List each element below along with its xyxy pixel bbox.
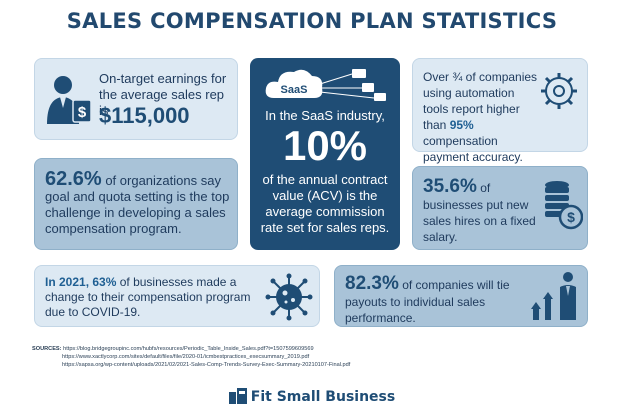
card-saas-lead: In the SaaS industry, — [265, 108, 385, 123]
card-fixed-salary-stat: 35.6% — [423, 176, 477, 197]
card-automation-text: Over ¾ of companies using automation too… — [423, 69, 543, 165]
sources-label: SOURCES: — [32, 346, 62, 352]
card-ote-value: $115,000 — [99, 103, 190, 128]
card-individual-performance: 82.3% of companies will tie payouts to i… — [334, 265, 588, 327]
fsb-logo-icon — [228, 388, 247, 404]
card-individual-performance-stat: 82.3% — [345, 273, 399, 294]
card-automation-body-a: Over ¾ of companies using automation too… — [423, 70, 538, 132]
card-individual-performance-text: 82.3% of companies will tie payouts to i… — [345, 274, 535, 326]
svg-text:$: $ — [567, 209, 575, 225]
card-automation-body-b: compensation payment accuracy. — [423, 134, 523, 164]
card-individual-performance-body: of companies will tie payouts to individ… — [345, 278, 510, 325]
growth-person-icon — [531, 272, 576, 320]
card-quota-text: 62.6% of organizations say goal and quot… — [45, 169, 233, 237]
svg-text:$: $ — [78, 104, 87, 121]
sources: SOURCES: https://blog.bridgegroupinc.com… — [32, 345, 350, 369]
card-covid-stat: In 2021, 63% — [45, 275, 117, 289]
gear-refresh-icon — [541, 73, 577, 109]
card-fixed-salary-body: of businesses put new sales hires on a f… — [423, 181, 536, 244]
card-saas-value: 10% — [282, 122, 368, 169]
card-quota-stat: 62.6% — [45, 168, 102, 190]
card-fixed-salary: 35.6% of businesses put new sales hires … — [412, 166, 588, 250]
source-link-1[interactable]: https://blog.bridgegroupinc.com/hubfs/re… — [63, 346, 314, 352]
saas-cloud-label: SaaS — [281, 84, 308, 96]
card-saas-text: of the annual contract value (ACV) is th… — [260, 172, 390, 235]
card-covid-body: of businesses made a change to their com… — [45, 275, 251, 319]
card-automation-stat: 95% — [449, 118, 474, 132]
card-quota-body: of organizations say goal and quota sett… — [45, 173, 230, 236]
brand-footer: Fit Small Business — [0, 388, 624, 405]
businessman-dollar-icon: $ — [47, 76, 92, 124]
card-quota: 62.6% of organizations say goal and quot… — [34, 158, 238, 250]
card-ote-text: On-target earnings for the average sales… — [99, 71, 227, 118]
card-automation: Over ¾ of companies using automation too… — [412, 58, 588, 164]
brand-name[interactable]: Fit Small Business — [250, 389, 396, 405]
source-link-2[interactable]: https://www.xactlycorp.com/sites/default… — [62, 354, 310, 360]
coins-dollar-icon: $ — [545, 181, 583, 230]
card-covid-text: In 2021, 63% of businesses made a change… — [45, 275, 255, 320]
page-title: SALES COMPENSATION PLAN STATISTICS — [66, 9, 558, 33]
card-fixed-salary-text: 35.6% of businesses put new sales hires … — [423, 177, 541, 245]
virus-icon — [265, 273, 313, 321]
cloud-network-icon: SaaS — [265, 69, 386, 101]
card-covid: In 2021, 63% of businesses made a change… — [34, 265, 320, 327]
source-link-3[interactable]: https://sapsa.org/wp-content/uploads/202… — [62, 362, 351, 368]
card-saas: SaaS In the SaaS industry, 10% of the an… — [250, 58, 400, 250]
card-ote: $ On-target earnings for the average sal… — [34, 58, 238, 140]
